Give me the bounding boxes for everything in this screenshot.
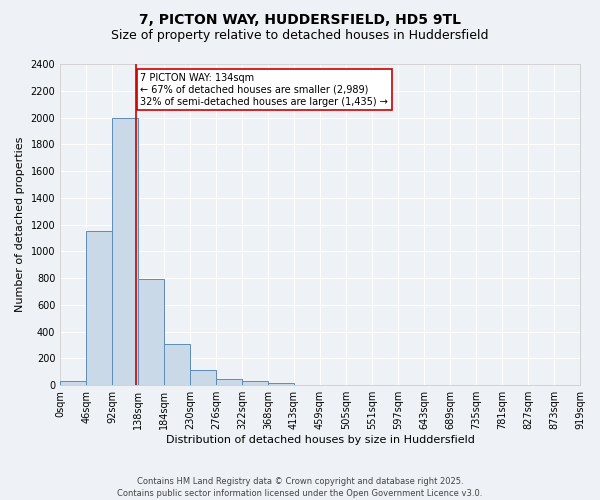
Bar <box>86 232 112 385</box>
X-axis label: Distribution of detached houses by size in Huddersfield: Distribution of detached houses by size … <box>166 435 475 445</box>
Bar <box>138 279 164 385</box>
Bar <box>216 378 242 385</box>
Bar <box>294 384 320 385</box>
Text: Size of property relative to detached houses in Huddersfield: Size of property relative to detached ho… <box>111 29 489 42</box>
Text: 7, PICTON WAY, HUDDERSFIELD, HD5 9TL: 7, PICTON WAY, HUDDERSFIELD, HD5 9TL <box>139 12 461 26</box>
Bar <box>268 383 294 385</box>
Y-axis label: Number of detached properties: Number of detached properties <box>15 137 25 312</box>
Text: Contains HM Land Registry data © Crown copyright and database right 2025.
Contai: Contains HM Land Registry data © Crown c… <box>118 476 482 498</box>
Bar <box>112 118 138 385</box>
Bar <box>190 370 216 385</box>
Bar <box>60 381 86 385</box>
Bar <box>242 380 268 385</box>
Text: 7 PICTON WAY: 134sqm
← 67% of detached houses are smaller (2,989)
32% of semi-de: 7 PICTON WAY: 134sqm ← 67% of detached h… <box>140 74 388 106</box>
Bar <box>164 344 190 385</box>
